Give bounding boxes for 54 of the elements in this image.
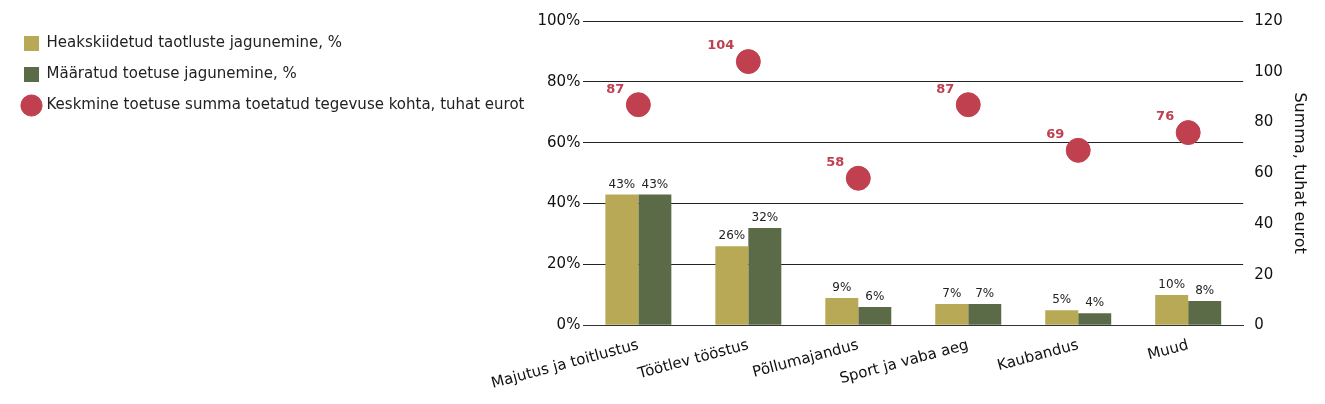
point — [625, 92, 651, 118]
bar — [1155, 294, 1189, 325]
data-label: 104 — [707, 37, 735, 53]
bar — [1078, 313, 1112, 325]
data-label: 6% — [865, 289, 885, 304]
legend-label: Määratud toetuse jagunemine, % — [46, 64, 297, 83]
data-label: 7% — [942, 286, 962, 301]
y-tick-label: 0% — [556, 315, 581, 334]
point — [1175, 120, 1201, 146]
bar — [935, 304, 969, 325]
data-label: 26% — [718, 228, 746, 243]
bar — [748, 227, 782, 325]
y2-tick-label: 0 — [1254, 315, 1264, 334]
data-label: 5% — [1052, 292, 1072, 307]
data-label: 32% — [751, 210, 779, 225]
data-label: 43% — [641, 176, 669, 191]
data-label: 58 — [826, 154, 845, 170]
data-label: 87 — [606, 80, 625, 96]
x-tick-label: Muud — [1145, 335, 1191, 364]
bar — [858, 307, 892, 325]
y-tick-label: 40% — [547, 193, 581, 212]
data-label: 8% — [1195, 283, 1215, 298]
y2-tick-label: 40 — [1254, 213, 1274, 232]
data-label: 7% — [975, 286, 995, 301]
point — [735, 49, 761, 75]
bar — [605, 194, 639, 325]
bar — [825, 297, 859, 325]
bar — [968, 304, 1002, 325]
bar — [638, 194, 672, 325]
y-tick-label: 60% — [547, 132, 581, 151]
point — [1065, 137, 1091, 163]
data-label: 69 — [1046, 126, 1065, 142]
bar — [715, 246, 749, 325]
data-label: 43% — [608, 176, 636, 191]
bar — [1188, 301, 1222, 325]
y-tick-label: 80% — [547, 71, 581, 90]
data-label: 76 — [1156, 108, 1175, 124]
y2-tick-label: 60 — [1254, 163, 1274, 182]
point — [845, 165, 871, 191]
y-tick-label: 20% — [547, 254, 581, 273]
data-label: 87 — [936, 80, 955, 96]
bar — [1045, 310, 1079, 325]
legend-label: Keskmine toetuse summa toetatud tegevuse kohta, tuhat eurot — [46, 95, 525, 114]
y2-axis-title: Summa, tuhat eurot — [1291, 92, 1311, 254]
y2-tick-label: 20 — [1254, 264, 1274, 283]
y2-tick-label: 120 — [1254, 10, 1283, 29]
legend-label: Heakskiidetud taotluste jagunemine, % — [46, 33, 343, 52]
data-label: 9% — [832, 280, 852, 295]
point — [955, 92, 981, 118]
y2-tick-label: 80 — [1254, 112, 1274, 131]
y2-tick-label: 100 — [1254, 61, 1283, 80]
data-label: 10% — [1158, 277, 1186, 292]
data-label: 4% — [1085, 295, 1105, 310]
y-tick-label: 100% — [537, 10, 581, 29]
